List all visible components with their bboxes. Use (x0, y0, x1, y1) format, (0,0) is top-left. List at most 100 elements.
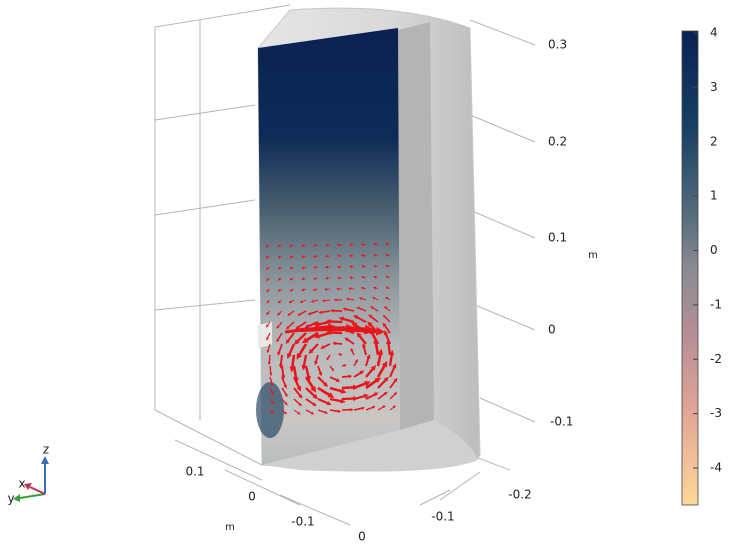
arrow-head (338, 316, 345, 322)
arrow-head (332, 341, 336, 346)
arrow-head (325, 318, 331, 325)
arrow-head (269, 372, 273, 377)
arrow-head (342, 307, 347, 311)
arrow (383, 323, 391, 334)
arrow (357, 307, 367, 312)
arrow-head (373, 264, 377, 268)
arrow-head (320, 345, 325, 349)
arrow (292, 365, 298, 381)
arrow (269, 365, 272, 375)
arrow-head (324, 276, 329, 280)
z-tick-label: -0.1 (550, 415, 573, 429)
y-tick-label: -0.1 (431, 510, 454, 524)
arrow (317, 386, 332, 398)
colorbar-tick-label: -3 (710, 406, 722, 420)
arrow-head (301, 266, 305, 270)
arrow (286, 332, 295, 343)
arrow-head (385, 296, 389, 300)
arrow-head (383, 330, 389, 336)
arrow-head (301, 337, 309, 344)
arrow (276, 332, 283, 342)
arrow (287, 343, 296, 357)
arrow-head (336, 265, 340, 269)
arrow (298, 310, 307, 316)
arrow-head (301, 255, 305, 258)
colorbar-tick-label: 4 (710, 26, 718, 40)
arrow-head (265, 244, 269, 248)
arrow-head (307, 311, 312, 316)
arrow (389, 392, 397, 400)
arrow-head (364, 380, 371, 387)
arrow-head (343, 364, 347, 367)
x-tick-label: 0.1 (185, 465, 204, 479)
arrow-head (301, 288, 305, 292)
arrow (295, 332, 307, 344)
arrow-head (360, 254, 365, 258)
arrow (328, 320, 343, 324)
arrow-head (370, 365, 377, 371)
arrow (369, 315, 379, 323)
arrow (344, 308, 355, 312)
arrow (268, 354, 271, 364)
cylinder-bottom (262, 420, 478, 472)
arrow (292, 376, 301, 390)
arrow-head (277, 300, 281, 304)
arrow (305, 409, 314, 415)
arrow-head (312, 243, 317, 247)
arrow-head (324, 287, 328, 291)
arrow (304, 376, 316, 391)
arrow-head (356, 306, 360, 310)
arrow-head (278, 364, 284, 369)
arrow-head (360, 286, 365, 290)
arrow-head (265, 277, 270, 281)
arrow-head (335, 378, 341, 382)
arrow-head (287, 353, 292, 359)
arrow-head (270, 401, 274, 405)
arrow-head (374, 377, 381, 384)
triad-y: y (7, 492, 14, 506)
arrow-head (312, 254, 317, 258)
arrow-head (346, 297, 350, 301)
arrow-head (304, 324, 310, 329)
x-unit: m (225, 522, 235, 533)
arrow-head (333, 298, 337, 302)
arrow-head (382, 405, 386, 409)
arrow (355, 315, 367, 323)
arrow (302, 354, 308, 368)
arrow-head (361, 343, 367, 348)
axis-grid (154, 4, 536, 526)
colorbar-tick-label: -2 (710, 352, 722, 366)
arrow-head (363, 393, 370, 399)
z-tick-label: 0.1 (548, 231, 567, 245)
arrow (377, 392, 387, 400)
arrow-head (266, 349, 270, 354)
arrow (365, 378, 379, 390)
arrow (383, 315, 391, 323)
arrow-head (276, 325, 280, 329)
arrow-head (377, 348, 384, 355)
arrow-head (266, 324, 269, 328)
x-tick-label: -0.1 (291, 515, 314, 529)
arrow-head (277, 255, 281, 259)
arrow-head (361, 265, 365, 269)
arrow (388, 352, 394, 367)
arrow-head (318, 371, 323, 377)
arrow-head (313, 265, 317, 269)
arrow (353, 394, 367, 401)
arrow (304, 365, 311, 379)
arrow-head (288, 300, 293, 304)
arrow-head (281, 375, 286, 380)
arrow-head (336, 276, 341, 280)
arrow (286, 321, 295, 329)
arrow-head (385, 286, 389, 290)
arrow (377, 378, 388, 389)
arrow (281, 387, 288, 396)
z-unit: m (588, 250, 598, 261)
arrow-head (312, 393, 319, 400)
arrow-head (314, 333, 320, 339)
arrow-head (337, 353, 342, 357)
arrow (281, 365, 285, 378)
arrow-head (348, 243, 353, 247)
arrow-head (266, 300, 270, 304)
arrow (376, 351, 383, 367)
